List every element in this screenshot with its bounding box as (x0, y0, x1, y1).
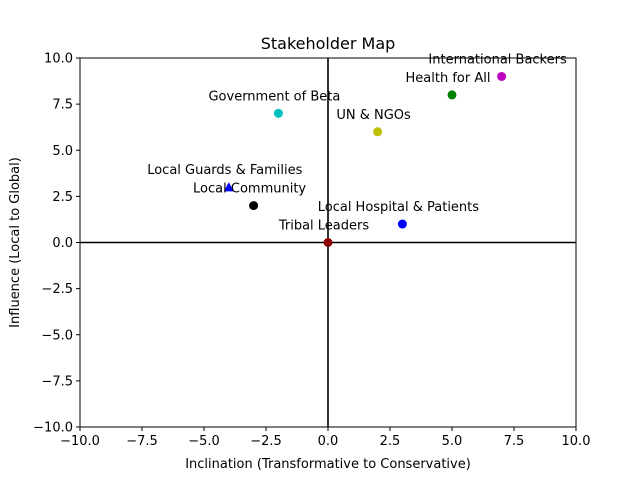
y-tick-label: −7.5 (41, 374, 73, 389)
point-marker-un-and-ngos (373, 127, 383, 137)
point-marker-government-of-beta (273, 108, 283, 118)
point-marker-local-guards-and-families (223, 182, 234, 192)
y-tick-label: 7.5 (52, 98, 73, 113)
point-label-tribal-leaders: Tribal Leaders (278, 219, 370, 234)
y-tick-label: −5.0 (41, 328, 73, 343)
point-marker-local-community (249, 201, 259, 211)
y-axis-label: Influence (Local to Global) (8, 157, 23, 328)
point-marker-local-hospital-and-patients (397, 219, 407, 229)
point-marker-tribal-leaders (323, 238, 333, 247)
y-tick-label: −2.5 (41, 282, 73, 297)
x-tick-label: 0.0 (318, 434, 339, 449)
y-tick-label: 0.0 (52, 236, 73, 251)
x-tick-label: −10.0 (60, 434, 100, 449)
y-tick-label: 5.0 (52, 144, 73, 159)
point-label-local-hospital-and-patients: Local Hospital & Patients (318, 200, 480, 215)
x-tick-label: 10.0 (562, 434, 591, 449)
x-tick-label: −5.0 (188, 434, 220, 449)
chart-title: Stakeholder Map (261, 34, 396, 53)
point-label-local-guards-and-families: Local Guards & Families (147, 163, 302, 178)
x-tick-label: −2.5 (250, 434, 282, 449)
data-points: International Backers Health for All Gover… (147, 52, 567, 247)
x-tick-label: 2.5 (380, 434, 401, 449)
point-label-un-and-ngos: UN & NGOs (336, 108, 411, 123)
x-axis-label: Inclination (Transformative to Conservat… (185, 457, 471, 472)
point-label-government-of-beta: Government of Beta (208, 89, 340, 104)
x-tick-label: 5.0 (442, 434, 463, 449)
point-label-health-for-all: Health for All (406, 71, 491, 86)
point-label-international-backers: International Backers (428, 52, 567, 67)
y-tick-label: −10.0 (33, 421, 73, 436)
x-tick-label: 7.5 (504, 434, 525, 449)
point-marker-international-backers (497, 71, 507, 81)
y-tick-label: 10.0 (44, 52, 73, 67)
y-tick-label: 2.5 (52, 190, 73, 205)
x-tick-label: −7.5 (126, 434, 158, 449)
point-marker-health-for-all (447, 90, 457, 100)
point-label-local-community: Local Community (193, 182, 306, 197)
ticks: −10.0 −7.5 −5.0 −2.5 0.0 2.5 5.0 7.5 10.0 −10.0 −7… (33, 52, 590, 450)
